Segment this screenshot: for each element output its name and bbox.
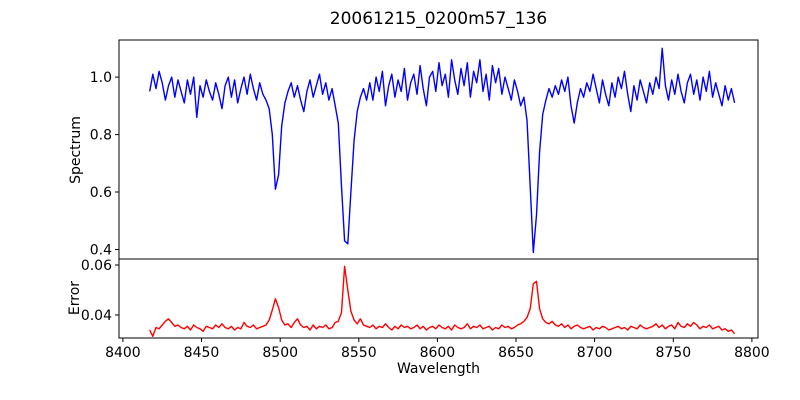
error-line bbox=[149, 265, 736, 337]
x-axis-label: Wavelength bbox=[396, 361, 481, 377]
error-y-tick-label: 0.04 bbox=[81, 308, 112, 324]
x-tick-label: 8500 bbox=[262, 345, 298, 361]
spectrum-y-tick-label: 0.6 bbox=[90, 185, 112, 201]
spectrum-y-tick-label: 0.4 bbox=[90, 243, 112, 259]
x-tick-label: 8550 bbox=[341, 345, 377, 361]
spectrum-y-tick-label: 0.8 bbox=[90, 128, 112, 144]
error-y-tick-label: 0.06 bbox=[81, 258, 112, 274]
x-tick-label: 8400 bbox=[105, 345, 141, 361]
x-tick-label: 8750 bbox=[655, 345, 691, 361]
x-tick-label: 8600 bbox=[420, 345, 456, 361]
x-tick-label: 8700 bbox=[577, 345, 613, 361]
spectrum-y-tick-label: 1.0 bbox=[90, 70, 112, 86]
x-tick-label: 8650 bbox=[498, 345, 534, 361]
x-tick-label: 8800 bbox=[734, 345, 770, 361]
error-axes-frame bbox=[118, 258, 759, 339]
spectrum-line bbox=[149, 47, 736, 254]
chart-title: 20061215_0200m57_136 bbox=[329, 9, 548, 29]
x-tick-label: 8450 bbox=[184, 345, 220, 361]
